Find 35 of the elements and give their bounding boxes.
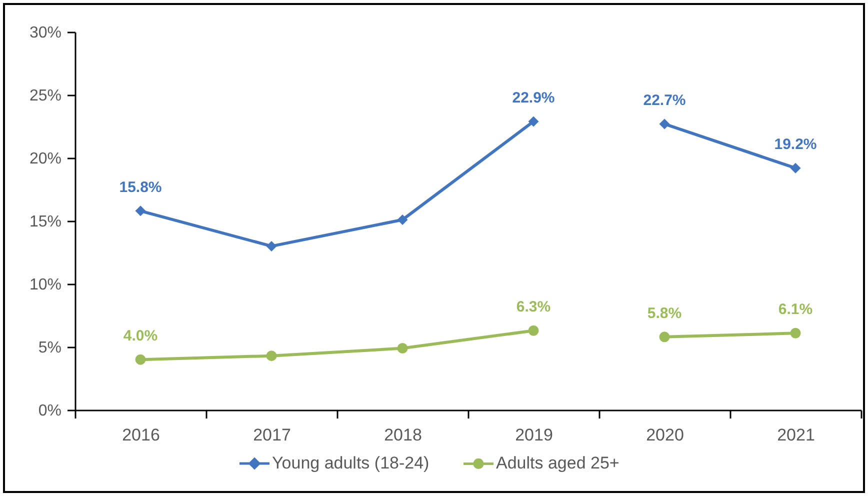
data-label: 19.2% bbox=[774, 136, 817, 154]
point bbox=[266, 350, 277, 362]
y-tick-label: 20% bbox=[29, 150, 62, 168]
data-label: 4.0% bbox=[123, 328, 158, 345]
y-tick-label: 10% bbox=[29, 276, 62, 294]
legend-label: Young adults (18-24) bbox=[272, 454, 430, 472]
point bbox=[135, 354, 146, 365]
y-tick-label: 15% bbox=[29, 214, 62, 230]
y-tick-label: 25% bbox=[29, 88, 62, 104]
data-label: 15.8% bbox=[119, 178, 162, 196]
point bbox=[397, 214, 408, 225]
data-label: 22.7% bbox=[643, 92, 686, 109]
x-tick-label: 2020 bbox=[646, 426, 684, 444]
data-label: 5.8% bbox=[647, 304, 682, 322]
point bbox=[135, 206, 146, 216]
data-label: 6.3% bbox=[516, 298, 551, 316]
point bbox=[397, 343, 408, 354]
x-tick-label: 2018 bbox=[384, 426, 422, 444]
point bbox=[528, 325, 539, 336]
y-tick-label: 0% bbox=[38, 402, 62, 420]
x-tick-label: 2019 bbox=[515, 426, 553, 444]
y-tick-label: 5% bbox=[38, 340, 62, 356]
point bbox=[528, 116, 539, 127]
point bbox=[790, 162, 801, 174]
data-label: 6.1% bbox=[778, 301, 813, 318]
x-tick-label: 2017 bbox=[253, 426, 291, 444]
point bbox=[266, 240, 277, 252]
point bbox=[659, 332, 670, 342]
data-label: 22.9% bbox=[512, 89, 555, 106]
x-tick-label: 2016 bbox=[122, 426, 160, 444]
y-tick-label: 30% bbox=[29, 24, 62, 42]
point bbox=[659, 118, 670, 130]
legend-label: Adults aged 25+ bbox=[496, 454, 620, 473]
point bbox=[790, 328, 801, 338]
x-tick-label: 2021 bbox=[777, 426, 815, 444]
